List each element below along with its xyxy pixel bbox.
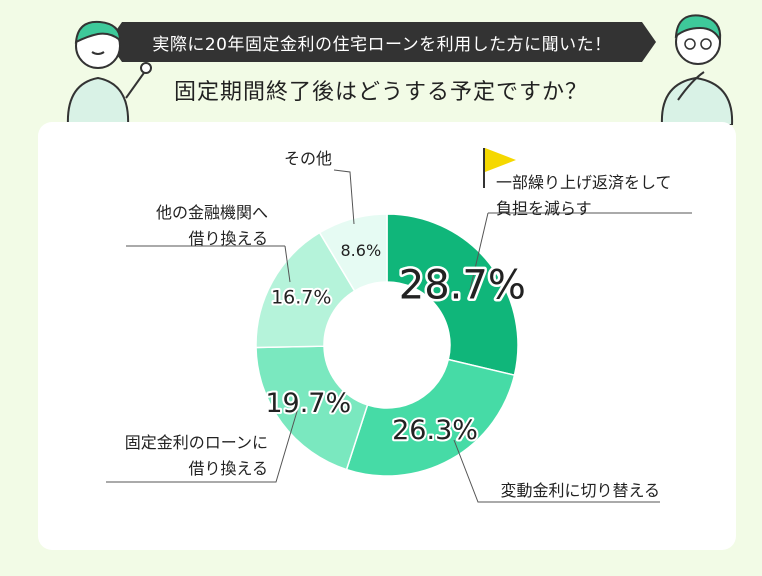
slice-category-label: 借り換える <box>188 459 268 478</box>
title-banner: 実際に20年固定金利の住宅ローンを利用した方に聞いた！ <box>108 22 656 62</box>
slice-value-label: 16.7% <box>271 287 331 309</box>
leader-line <box>469 212 692 291</box>
question-title: 固定期間終了後はどうする予定ですか？ <box>173 80 588 105</box>
pie-slice <box>255 231 356 349</box>
leader-line <box>106 407 299 483</box>
slice-category-label: 借り換える <box>188 229 268 248</box>
leader-line <box>333 169 355 225</box>
pie-slice <box>255 345 369 471</box>
slice-category-label: 負担を減らす <box>496 199 592 218</box>
slice-value-label: 26.3% <box>392 415 478 446</box>
pie-slice <box>386 213 519 377</box>
flag-icon <box>483 148 516 188</box>
slice-category-label: 固定金利のローンに <box>125 433 268 452</box>
person-left-illustration <box>66 20 152 126</box>
leader-line <box>453 439 660 503</box>
person-right-illustration <box>660 14 734 125</box>
pie-slice <box>318 213 388 293</box>
slice-value-label: 8.6% <box>341 241 382 260</box>
slice-value-label: 19.7% <box>265 388 351 419</box>
chart-card <box>38 122 736 550</box>
slice-category-label: 他の金融機関へ <box>156 203 268 222</box>
banner-text: 実際に20年固定金利の住宅ローンを利用した方に聞いた！ <box>152 34 612 55</box>
slice-category-label: 変動金利に切り替える <box>500 481 660 500</box>
pie-slice <box>345 358 516 477</box>
slice-value-label: 28.7% <box>399 262 526 308</box>
slice-category-label: 一部繰り上げ返済をして <box>496 173 672 192</box>
leader-line <box>126 245 291 283</box>
slice-category-label: その他 <box>284 149 332 168</box>
